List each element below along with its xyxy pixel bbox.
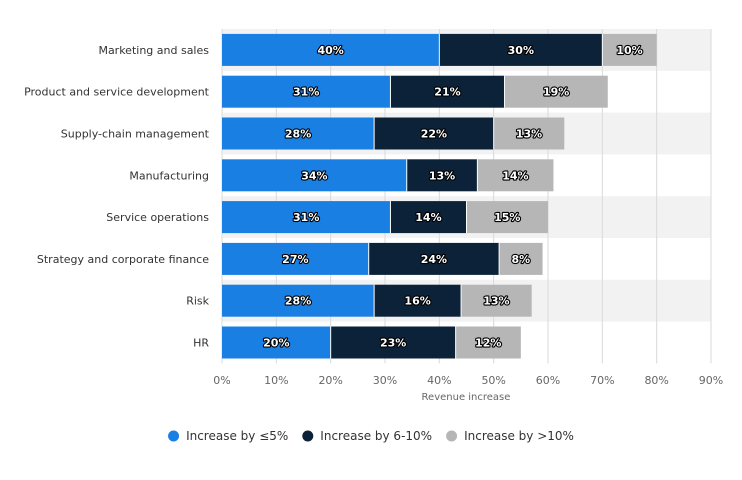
data-label: 40% <box>317 44 343 57</box>
bar-segment <box>222 159 407 192</box>
data-label: 14% <box>502 169 528 182</box>
bars: 40% 30% 10% 31% 21% 19% 28% 22% 13% 34% 13% 14% 31% 1… <box>222 33 657 359</box>
x-tick-label: 0% <box>213 374 230 387</box>
bar-segment <box>493 117 565 150</box>
legend-marker <box>302 430 314 442</box>
data-label: 30% <box>508 44 534 57</box>
data-label: 16% <box>404 295 430 308</box>
data-label: 28% <box>285 128 311 141</box>
data-label: 12% <box>475 337 501 350</box>
legend-label: Increase by ≤5% <box>186 429 288 443</box>
bar-segment <box>390 201 467 234</box>
data-label: 31% <box>293 211 319 224</box>
x-tick-labels: 0% 10% 20% 30% 40% 50% 60% 70% 80% 90% <box>213 374 723 387</box>
legend-label: Increase by >10% <box>464 429 574 443</box>
bar-segment <box>477 159 554 192</box>
data-label: 23% <box>380 337 406 350</box>
bar-segment <box>222 284 375 317</box>
bar-segment <box>222 201 391 234</box>
category-label: Manufacturing <box>129 169 209 182</box>
category-label: Strategy and corporate finance <box>37 253 209 266</box>
data-label: 20% <box>263 337 289 350</box>
bar-segment <box>466 201 548 234</box>
data-label: 34% <box>301 169 327 182</box>
data-label: 22% <box>421 128 447 141</box>
bar-segment <box>222 33 440 66</box>
x-tick-label: 90% <box>699 374 723 387</box>
x-tick-label: 10% <box>264 374 288 387</box>
category-label: Supply-chain management <box>61 128 210 141</box>
data-label: 31% <box>293 86 319 99</box>
bar-segment <box>406 159 478 192</box>
category-label: Risk <box>186 295 209 308</box>
legend-item[interactable]: Increase by 6-10% <box>302 429 432 443</box>
data-label: 19% <box>543 86 569 99</box>
data-label: 13% <box>483 295 509 308</box>
x-tick-label: 20% <box>318 374 342 387</box>
legend-item[interactable]: Increase by ≤5% <box>168 429 288 443</box>
x-tick-label: 70% <box>590 374 614 387</box>
bar-segment <box>455 326 521 359</box>
bar-segment <box>330 326 456 359</box>
x-tick-label: 30% <box>373 374 397 387</box>
bar-segment <box>222 242 369 275</box>
x-tick-label: 40% <box>427 374 451 387</box>
bar-segment <box>222 75 391 108</box>
bar-segment <box>504 75 608 108</box>
x-axis-title: Revenue increase <box>422 392 511 403</box>
x-tick-label: 50% <box>481 374 505 387</box>
legend: Increase by ≤5% Increase by 6-10% Increase… <box>168 429 574 443</box>
legend-marker <box>446 430 458 442</box>
bar-segment <box>368 242 500 275</box>
category-label: Service operations <box>106 211 209 224</box>
bar-segment <box>222 117 375 150</box>
bar-segment <box>461 284 532 317</box>
category-label: HR <box>193 337 209 350</box>
bar-segment <box>439 33 603 66</box>
bar-segment <box>222 326 331 359</box>
bar-segment <box>390 75 505 108</box>
data-label: 15% <box>494 211 520 224</box>
data-label: 28% <box>285 295 311 308</box>
data-label: 14% <box>415 211 441 224</box>
data-label: 13% <box>516 128 542 141</box>
data-label: 24% <box>421 253 447 266</box>
bar-segment <box>374 117 494 150</box>
category-label: Product and service development <box>24 86 210 99</box>
data-label: 21% <box>434 86 460 99</box>
bar-segment <box>374 284 462 317</box>
bar-segment <box>602 33 657 66</box>
x-tick-label: 80% <box>644 374 668 387</box>
bar-segment <box>499 242 543 275</box>
data-label: 13% <box>429 169 455 182</box>
x-tick-label: 60% <box>536 374 560 387</box>
legend-label: Increase by 6-10% <box>320 429 432 443</box>
category-label: Marketing and sales <box>98 44 209 57</box>
category-labels: Marketing and sales Product and service d… <box>24 44 210 350</box>
data-label: 8% <box>511 253 530 266</box>
legend-item[interactable]: Increase by >10% <box>446 429 574 443</box>
legend-marker <box>168 430 180 442</box>
data-label: 27% <box>282 253 308 266</box>
data-label: 10% <box>616 44 642 57</box>
